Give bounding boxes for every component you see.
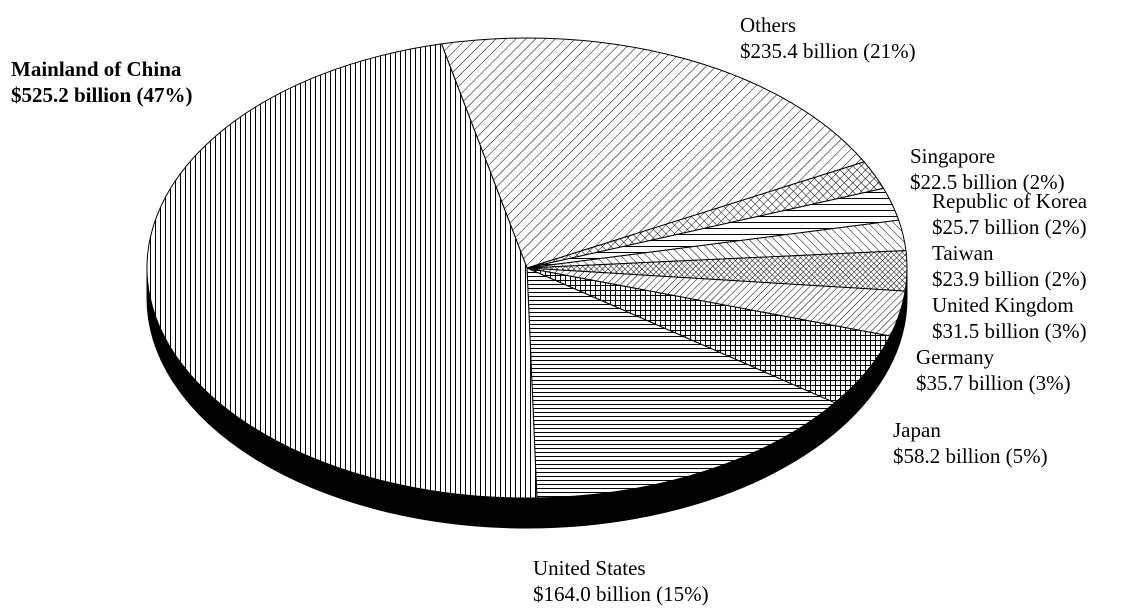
label-republic-of-korea: Republic of Korea$25.7 billion (2%)	[932, 189, 1088, 239]
label-united-kingdom: United Kingdom$31.5 billion (3%)	[932, 293, 1087, 343]
label-name-mainland-of-china: Mainland of China	[11, 57, 182, 81]
label-name-others: Others	[740, 13, 796, 37]
label-value-germany: $35.7 billion (3%)	[916, 371, 1071, 395]
label-others: Others$235.4 billion (21%)	[740, 13, 916, 63]
label-name-republic-of-korea: Republic of Korea	[932, 189, 1088, 213]
label-value-singapore: $22.5 billion (2%)	[910, 170, 1065, 194]
pie-slice-mainland-of-china	[146, 43, 538, 499]
label-name-germany: Germany	[916, 345, 995, 369]
label-germany: Germany$35.7 billion (3%)	[916, 345, 1071, 395]
label-value-united-states: $164.0 billion (15%)	[533, 582, 709, 606]
label-name-singapore: Singapore	[910, 144, 995, 168]
label-mainland-of-china: Mainland of China$525.2 billion (47%)	[11, 57, 192, 107]
label-name-japan: Japan	[893, 418, 941, 442]
label-value-republic-of-korea: $25.7 billion (2%)	[932, 215, 1087, 239]
pie-slice-united-states	[526, 267, 836, 499]
label-value-taiwan: $23.9 billion (2%)	[932, 267, 1087, 291]
label-taiwan: Taiwan$23.9 billion (2%)	[932, 241, 1087, 291]
label-singapore: Singapore$22.5 billion (2%)	[910, 144, 1065, 194]
label-name-taiwan: Taiwan	[932, 241, 994, 265]
label-name-united-states: United States	[533, 556, 646, 580]
label-value-united-kingdom: $31.5 billion (3%)	[932, 319, 1087, 343]
label-japan: Japan$58.2 billion (5%)	[893, 418, 1048, 468]
label-name-united-kingdom: United Kingdom	[932, 293, 1074, 317]
pie-slice-others	[440, 37, 866, 269]
label-united-states: United States$164.0 billion (15%)	[533, 556, 709, 606]
label-value-japan: $58.2 billion (5%)	[893, 444, 1048, 468]
label-value-others: $235.4 billion (21%)	[740, 39, 916, 63]
label-value-mainland-of-china: $525.2 billion (47%)	[11, 83, 192, 107]
